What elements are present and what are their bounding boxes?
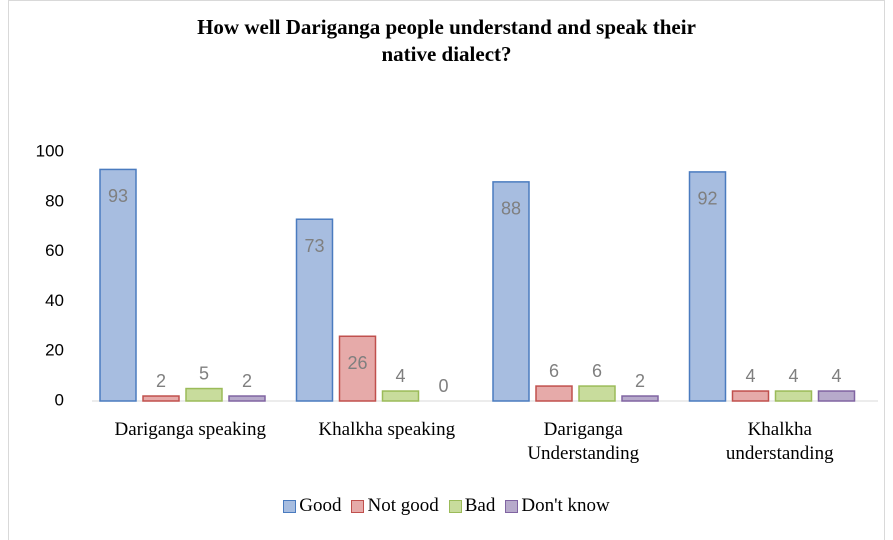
legend-swatch — [283, 499, 297, 513]
bar — [688, 171, 727, 402]
bar — [338, 335, 377, 402]
data-label: 93 — [108, 186, 128, 206]
legend-label: Don't know — [521, 495, 610, 516]
bar — [142, 395, 180, 402]
legend-label: Bad — [464, 495, 496, 516]
legend-label: Not good — [367, 495, 439, 516]
bar — [99, 168, 137, 402]
x-tick-label: Khalkha understanding — [725, 419, 834, 464]
legend-swatch — [505, 499, 519, 513]
bar — [774, 390, 813, 402]
data-label: 4 — [395, 366, 405, 386]
x-tick-label: Dariganga speaking — [114, 419, 266, 440]
data-label: 2 — [156, 371, 166, 391]
y-tick-label: 80 — [45, 191, 64, 210]
chart-border — [8, 0, 885, 540]
legend-item: Don't know — [505, 495, 610, 517]
y-tick-label: 60 — [45, 241, 64, 260]
data-label: 6 — [592, 361, 602, 381]
chart-title: How well Dariganga people understand and… — [197, 15, 696, 66]
bar — [621, 395, 659, 402]
bar — [228, 395, 266, 402]
x-tick-label: Khalkha speaking — [318, 419, 456, 440]
data-label: 88 — [501, 199, 521, 219]
x-tick-label: Dariganga Understanding — [527, 419, 640, 464]
data-label: 4 — [831, 366, 841, 386]
bar — [492, 181, 530, 402]
legend: Good Not good Bad Don't know — [0, 495, 893, 517]
legend-item: Bad — [448, 495, 496, 517]
y-tick-label: 20 — [45, 341, 64, 360]
bar — [817, 390, 856, 402]
legend-label: Good — [299, 495, 342, 516]
bar — [578, 385, 616, 402]
legend-swatch — [448, 499, 462, 513]
data-label: 2 — [242, 371, 252, 391]
data-label: 0 — [438, 376, 448, 396]
data-label: 92 — [697, 189, 717, 209]
bar — [185, 387, 223, 402]
bar — [731, 390, 770, 402]
data-label: 4 — [745, 366, 755, 386]
data-label: 5 — [199, 363, 209, 383]
y-tick-label: 0 — [55, 390, 64, 409]
legend-swatch — [351, 499, 365, 513]
y-tick-label: 40 — [45, 291, 64, 310]
y-tick-label: 100 — [36, 141, 64, 160]
data-label: 73 — [304, 236, 324, 256]
bar — [295, 218, 334, 402]
bar — [535, 385, 573, 402]
data-label: 6 — [549, 361, 559, 381]
data-label: 26 — [347, 353, 367, 373]
data-label: 4 — [788, 366, 798, 386]
bar — [381, 390, 420, 402]
legend-item: Good — [283, 495, 341, 517]
legend-item: Not good — [351, 495, 439, 517]
data-label: 2 — [635, 371, 645, 391]
